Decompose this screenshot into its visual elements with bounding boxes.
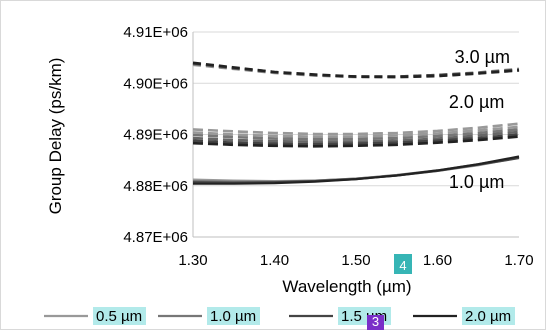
legend-label: 1.0 µm (210, 308, 256, 325)
x-tick-label: 1.50 (341, 252, 370, 269)
series-line (192, 128, 520, 141)
badge: 4 (394, 254, 412, 274)
series-line (192, 122, 520, 136)
legend-label-highlight (93, 307, 146, 325)
badge-box (394, 254, 412, 274)
series-annotation: 3.0 µm (455, 47, 510, 67)
legend-label: 0.5 µm (96, 308, 142, 325)
series-annotation: 2.0 µm (449, 92, 504, 112)
x-tick-labels: 1.30 1.40 1.50 1.60 1.70 (178, 252, 533, 269)
series-line (192, 125, 520, 138)
annotations: 3.0 µm 2.0 µm 1.0 µm (449, 47, 510, 192)
legend: 0.5 µm 1.0 µm 1.5 µm 2.0 µm (44, 307, 515, 325)
badge-number: 4 (399, 258, 406, 273)
legend-label-highlight (462, 307, 515, 325)
y-axis-title: Group Delay (ps/km) (46, 58, 65, 215)
y-tick-label: 4.88E+06 (123, 178, 188, 195)
x-tick-label: 1.70 (504, 252, 533, 269)
legend-label: 2.0 µm (465, 308, 511, 325)
badges: 43 (367, 254, 412, 330)
badge-box (367, 315, 384, 330)
y-tick-label: 4.87E+06 (123, 229, 188, 246)
badge: 3 (367, 314, 384, 330)
series-line (192, 130, 520, 143)
y-tick-label: 4.90E+06 (123, 75, 188, 92)
x-tick-label: 1.30 (178, 252, 207, 269)
x-tick-label: 1.40 (260, 252, 289, 269)
badge-number: 3 (372, 314, 379, 329)
series-line (192, 133, 520, 146)
series-line (192, 135, 520, 148)
y-tick-labels: 4.87E+06 4.88E+06 4.89E+06 4.90E+06 4.91E+06 (123, 24, 188, 246)
series-layer (192, 61, 520, 185)
legend-label-highlight (207, 307, 260, 325)
legend-entry: 2.0 µm (413, 307, 515, 325)
legend-entry: 1.0 µm (158, 307, 260, 325)
legend-entry: 0.5 µm (44, 307, 146, 325)
x-tick-label: 1.60 (423, 252, 452, 269)
y-tick-label: 4.89E+06 (123, 127, 188, 144)
x-axis-title: Wavelength (µm) (282, 277, 411, 296)
y-tick-label: 4.91E+06 (123, 24, 188, 41)
series-line (192, 61, 520, 79)
series-annotation: 1.0 µm (449, 172, 504, 192)
series-line (193, 155, 520, 185)
